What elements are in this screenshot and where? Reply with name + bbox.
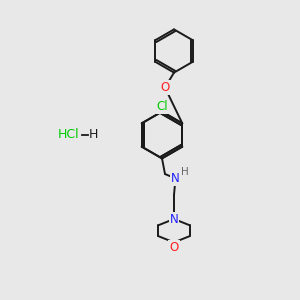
Text: Cl: Cl (156, 100, 168, 113)
Text: N: N (169, 212, 178, 226)
Text: HCl: HCl (58, 128, 80, 142)
Text: N: N (171, 172, 180, 185)
Text: O: O (160, 81, 169, 94)
Text: H: H (181, 167, 189, 177)
Text: O: O (169, 241, 178, 254)
Text: H: H (89, 128, 98, 142)
